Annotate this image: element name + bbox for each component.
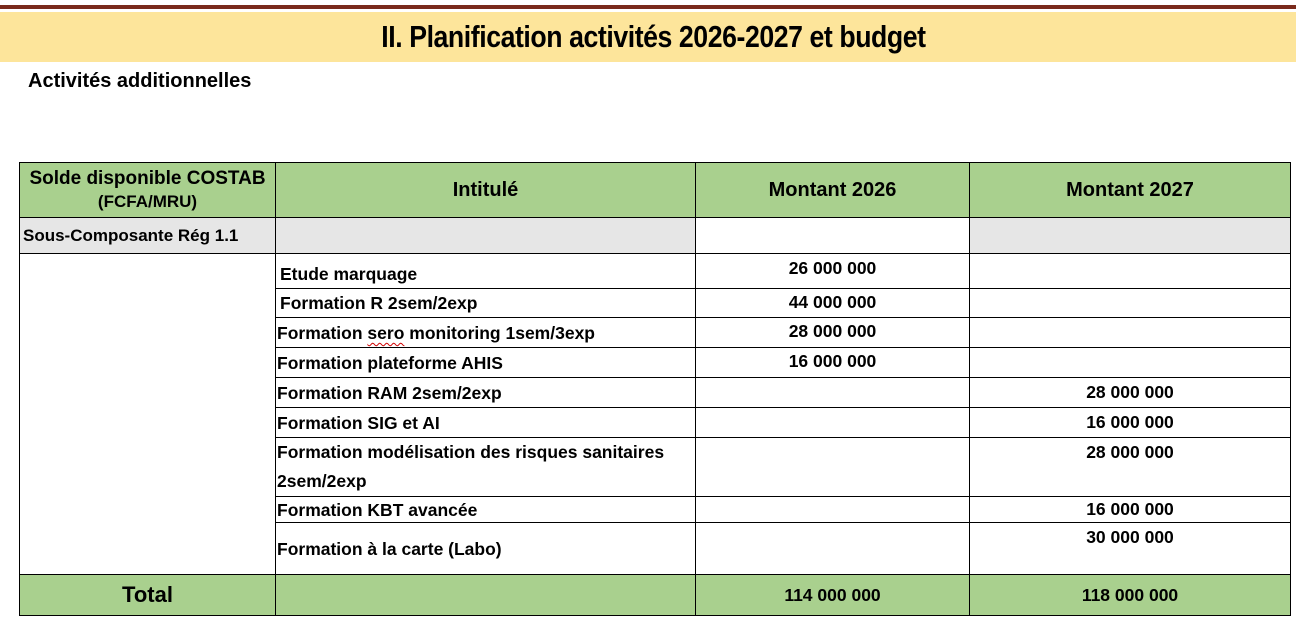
row-intitule-part: sero [367,323,405,343]
row-montant-2026 [695,437,970,497]
row-montant-2027 [969,288,1291,318]
row-montant-2026: 28 000 000 [695,317,970,348]
table-row: Formation modélisation des risques sanit… [20,437,1291,497]
budget-table: Solde disponible COSTAB (FCFA/MRU) Intit… [19,162,1291,616]
row-montant-2027: 30 000 000 [969,522,1291,575]
row-montant-2027: 16 000 000 [969,496,1291,523]
solde-cell [19,253,276,575]
row-intitule-part: Formation [277,323,368,343]
top-divider [0,5,1296,9]
table-row: Formation R 2sem/2exp 44 000 000 [20,288,1291,318]
row-intitule-part: monitoring 1sem/3exp [404,323,595,343]
table-row: Formation RAM 2sem/2exp 28 000 000 [20,377,1291,408]
row-intitule: Formation R 2sem/2exp [275,288,696,318]
table-row: Formation à la carte (Labo) 30 000 000 [20,522,1291,575]
row-montant-2026: 44 000 000 [695,288,970,318]
row-montant-2027 [969,347,1291,378]
subcomponent-row: Sous-Composante Rég 1.1 [19,217,1291,254]
row-montant-2027: 16 000 000 [969,407,1291,438]
row-montant-2027 [969,317,1291,348]
row-intitule: Etude marquage [275,253,696,289]
subcomponent-cell-empty [695,217,970,254]
row-intitule: Formation à la carte (Labo) [275,522,696,575]
row-montant-2026 [695,496,970,523]
table-row: Formation sero monitoring 1sem/3exp 28 0… [20,317,1291,348]
header-solde: Solde disponible COSTAB (FCFA/MRU) [19,162,276,218]
subcomponent-cell-empty [969,217,1291,254]
title-banner: II. Planification activités 2026-2027 et… [0,12,1296,62]
header-intitule: Intitulé [275,162,696,218]
table-row: Etude marquage 26 000 000 [19,253,1291,575]
row-montant-2026: 26 000 000 [695,253,970,289]
row-intitule: Formation KBT avancée [275,496,696,523]
total-row: Total 114 000 000 118 000 000 [19,574,1291,616]
total-montant-2027: 118 000 000 [969,574,1291,616]
row-intitule: Formation SIG et AI [275,407,696,438]
row-montant-2026 [695,522,970,575]
header-solde-line1: Solde disponible COSTAB [29,168,266,189]
header-montant-2026: Montant 2026 [695,162,970,218]
table-row: Formation KBT avancée 16 000 000 [20,496,1291,523]
total-montant-2026: 114 000 000 [695,574,970,616]
row-montant-2027 [969,253,1291,289]
row-montant-2027: 28 000 000 [969,437,1291,497]
row-montant-2026 [695,377,970,408]
subcomponent-label: Sous-Composante Rég 1.1 [19,217,276,254]
row-montant-2026 [695,407,970,438]
page-title: II. Planification activités 2026-2027 et… [380,19,926,54]
table-row: Formation SIG et AI 16 000 000 [20,407,1291,438]
section-subtitle: Activités additionnelles [28,70,252,92]
total-intitule-empty [275,574,696,616]
row-montant-2027: 28 000 000 [969,377,1291,408]
total-label: Total [19,574,276,616]
table-header-row: Solde disponible COSTAB (FCFA/MRU) Intit… [19,162,1291,218]
row-intitule: Formation RAM 2sem/2exp [275,377,696,408]
table-row: Formation plateforme AHIS 16 000 000 [20,347,1291,378]
header-solde-line2: (FCFA/MRU) [97,192,198,211]
row-intitule: Formation modélisation des risques sanit… [275,437,696,497]
header-montant-2027: Montant 2027 [969,162,1291,218]
row-montant-2026: 16 000 000 [695,347,970,378]
row-intitule: Formation plateforme AHIS [275,347,696,378]
subcomponent-cell-empty [275,217,696,254]
row-intitule: Formation sero monitoring 1sem/3exp [275,317,696,348]
